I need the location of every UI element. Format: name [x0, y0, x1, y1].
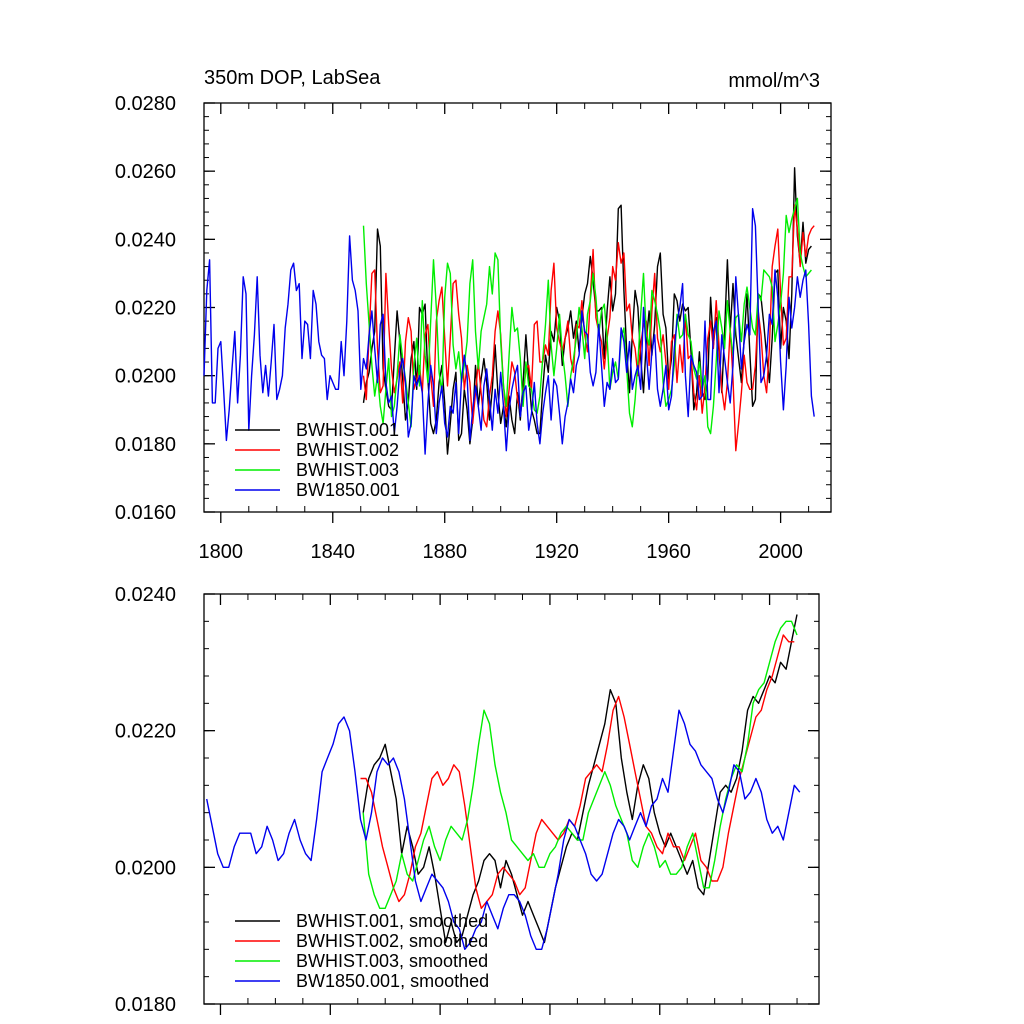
x-tick-label: 1920 [534, 541, 579, 563]
x-tick-label: 1800 [199, 541, 244, 563]
y-tick-label: 0.0220 [115, 721, 176, 743]
panel-bottom: 0.0180 0.0200 0.0220 0.0240 BWHIST.001, smoo… [115, 584, 820, 1016]
y-tick-label: 0.0200 [115, 366, 176, 388]
plot-frame [203, 593, 820, 1005]
chart-title: 350m DOP, LabSea [204, 67, 381, 89]
x-tick-label: 1960 [646, 541, 691, 563]
series-line-bwhist-002 [362, 204, 815, 452]
legend-label: BWHIST.001 [296, 420, 399, 440]
y-tick-label: 0.0260 [115, 161, 176, 183]
units-label: mmol/m^3 [728, 70, 820, 92]
series-line-bw1850-001 [203, 208, 815, 455]
x-tick-label: 1880 [422, 541, 467, 563]
y-tick-label: 0.0160 [115, 502, 176, 524]
series-line-bwhist-003 [362, 197, 812, 435]
series-line-bw1850-001-smoothed [206, 709, 801, 950]
series-line-bwhist-003-smoothed [362, 620, 798, 909]
y-tick-label: 0.0180 [115, 994, 176, 1016]
x-tick-label: 1840 [311, 541, 356, 563]
series-line-bwhist-001-smoothed [362, 614, 798, 944]
y-tick-label: 0.0220 [115, 298, 176, 320]
y-tick-label: 0.0240 [115, 584, 176, 606]
y-tick-label: 0.0180 [115, 434, 176, 456]
legend-label: BWHIST.002 [296, 440, 399, 460]
y-tick-label: 0.0200 [115, 857, 176, 879]
legend-label: BWHIST.003 [296, 460, 399, 480]
series-line-bwhist-001 [362, 167, 812, 455]
legend-label: BW1850.001, smoothed [296, 971, 489, 991]
y-tick-label: 0.0280 [115, 93, 176, 115]
legend-label: BW1850.001 [296, 480, 400, 500]
legend-label: BWHIST.002, smoothed [296, 931, 488, 951]
y-tick-label: 0.0240 [115, 229, 176, 251]
x-tick-label: 2000 [758, 541, 803, 563]
series-line-bwhist-002-smoothed [360, 634, 795, 909]
legend-label: BWHIST.001, smoothed [296, 911, 488, 931]
panel-top: 350m DOP, LabSea mmol/m^3 0.0160 0.0180 0.… [115, 67, 832, 563]
legend-label: BWHIST.003, smoothed [296, 951, 488, 971]
